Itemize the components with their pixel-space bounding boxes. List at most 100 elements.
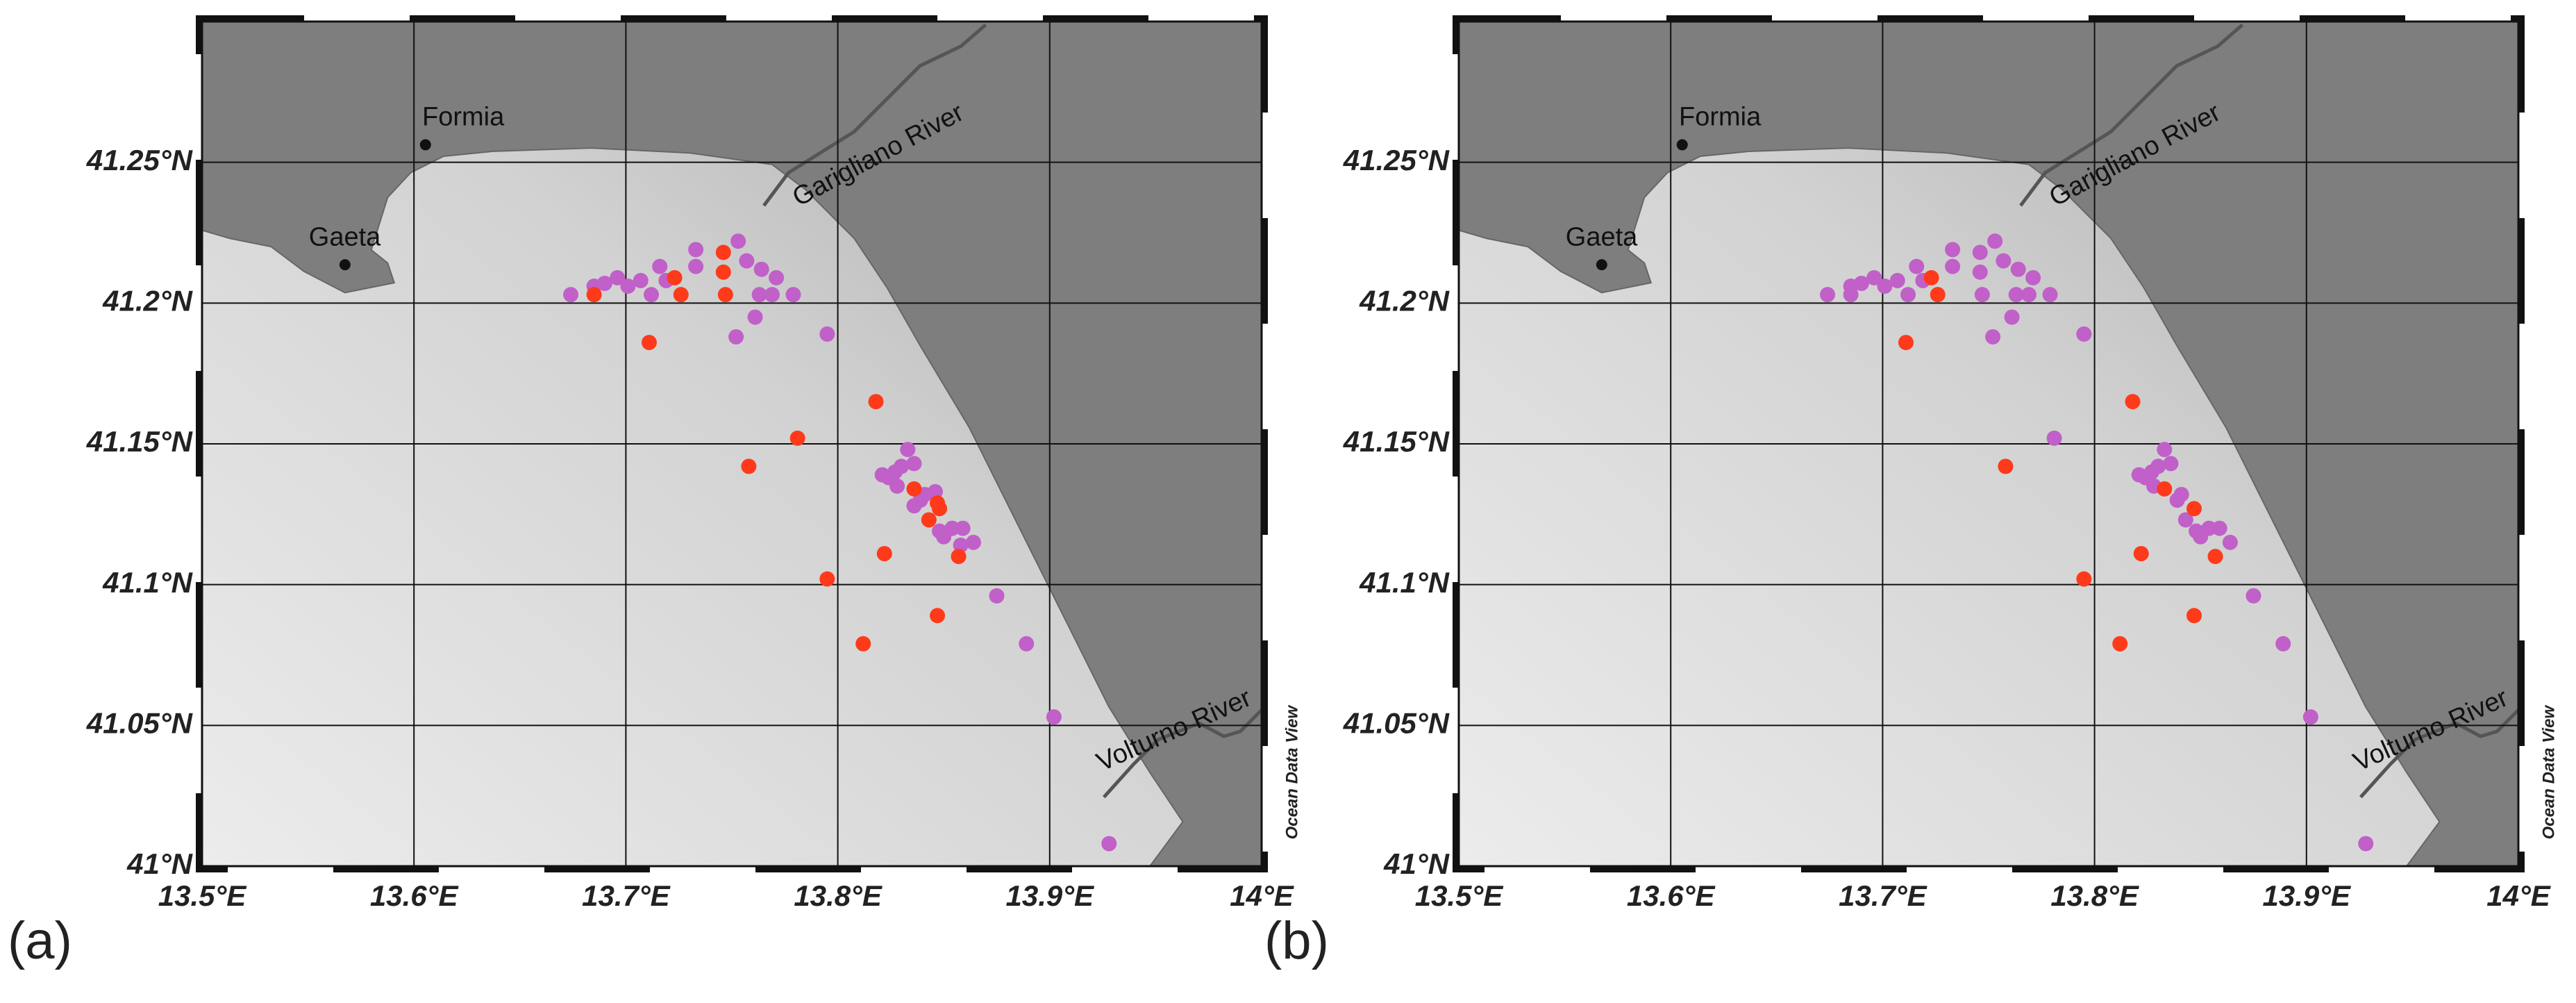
station-point [2186,608,2202,624]
panel-label: (b) [1264,911,1329,970]
x-tick-label: 13.9°E [1006,879,1096,912]
station-point [819,326,835,342]
station-point [951,549,967,565]
station-point [751,287,767,303]
station-point [876,546,892,562]
river [2359,708,2520,799]
station-point [741,458,757,474]
station-point [1820,287,1836,303]
station-point [2358,836,2374,852]
station-point [965,534,981,550]
station-point [2207,549,2223,565]
panel-label: (a) [8,911,72,970]
place-label: Gaeta [1566,222,1638,251]
station-point [688,242,704,258]
station-point [1877,279,1893,295]
station-point [1985,329,2001,345]
place-label: Formia [422,103,505,132]
x-tick-label: 13.8°E [794,879,883,912]
x-tick-label: 13.6°E [370,879,460,912]
y-tick-label: 41.1°N [1359,566,1450,599]
station-point [644,287,660,303]
station-point [1101,836,1117,852]
x-tick-label: 13.7°E [582,879,671,912]
y-tick-label: 41.15°N [1343,425,1450,458]
station-point [1930,287,1946,303]
station-point [944,520,960,536]
station-point [930,608,946,624]
station-point [932,501,948,517]
station-point [753,261,769,277]
station-point [1019,636,1035,652]
river [762,23,987,207]
land [1458,21,2519,867]
station-point [1923,270,1939,285]
station-point [2042,287,2058,303]
station-point [688,258,704,274]
y-tick-label: 41.2°N [102,284,194,317]
station-point [2163,456,2179,472]
station-point [1972,264,1988,280]
station-point [717,287,733,303]
land [201,21,1262,867]
station-point [747,309,763,325]
station-point [2150,458,2166,474]
x-tick-label: 13.7°E [1839,879,1928,912]
station-point [2177,512,2193,528]
station-point [894,458,910,474]
station-point [610,270,626,285]
station-point [1853,275,1869,291]
x-tick-label: 13.5°E [1415,879,1505,912]
station-point [2112,636,2128,652]
station-point [1996,253,2012,269]
station-point [2025,270,2041,285]
station-point [906,456,922,472]
x-tick-label: 14°E [2486,879,2552,912]
town-marker [1676,139,1688,151]
station-point [1987,233,2003,249]
town-marker [419,139,431,151]
station-point [2131,467,2147,483]
station-point [989,588,1005,604]
x-tick-label: 13.9°E [2263,879,2352,912]
y-tick-label: 41°N [126,847,194,880]
river [1103,708,1263,799]
station-point [2211,520,2227,536]
station-point [620,279,636,295]
station-point [1972,244,1988,260]
station-point [586,287,602,303]
station-point [819,571,835,587]
station-point [2021,287,2036,303]
station-point [2302,709,2318,725]
station-point [2173,486,2189,502]
station-point [2189,523,2205,539]
y-tick-label: 41.05°N [1343,706,1450,739]
station-point [2004,309,2020,325]
y-tick-label: 41.15°N [86,425,194,458]
station-point [1900,287,1916,303]
station-point [596,275,612,291]
station-point [715,264,731,280]
place-label: Gaeta [309,222,381,251]
station-point [2046,430,2062,446]
station-point [2222,534,2238,550]
station-point [673,287,689,303]
station-point [769,270,785,285]
y-tick-label: 41.05°N [86,706,194,739]
station-point [730,233,746,249]
station-point [789,430,805,446]
station-point [739,253,755,269]
station-point [1889,272,1905,288]
town-marker [339,259,351,271]
station-point [2008,287,2024,303]
station-point [2076,326,2092,342]
y-tick-label: 41.25°N [1343,144,1450,176]
station-point [2133,546,2149,562]
station-point [715,244,731,260]
frame-scale [1453,15,2525,872]
station-point [889,478,905,494]
station-point [667,270,683,285]
station-point [652,258,668,274]
station-point [2201,520,2217,536]
